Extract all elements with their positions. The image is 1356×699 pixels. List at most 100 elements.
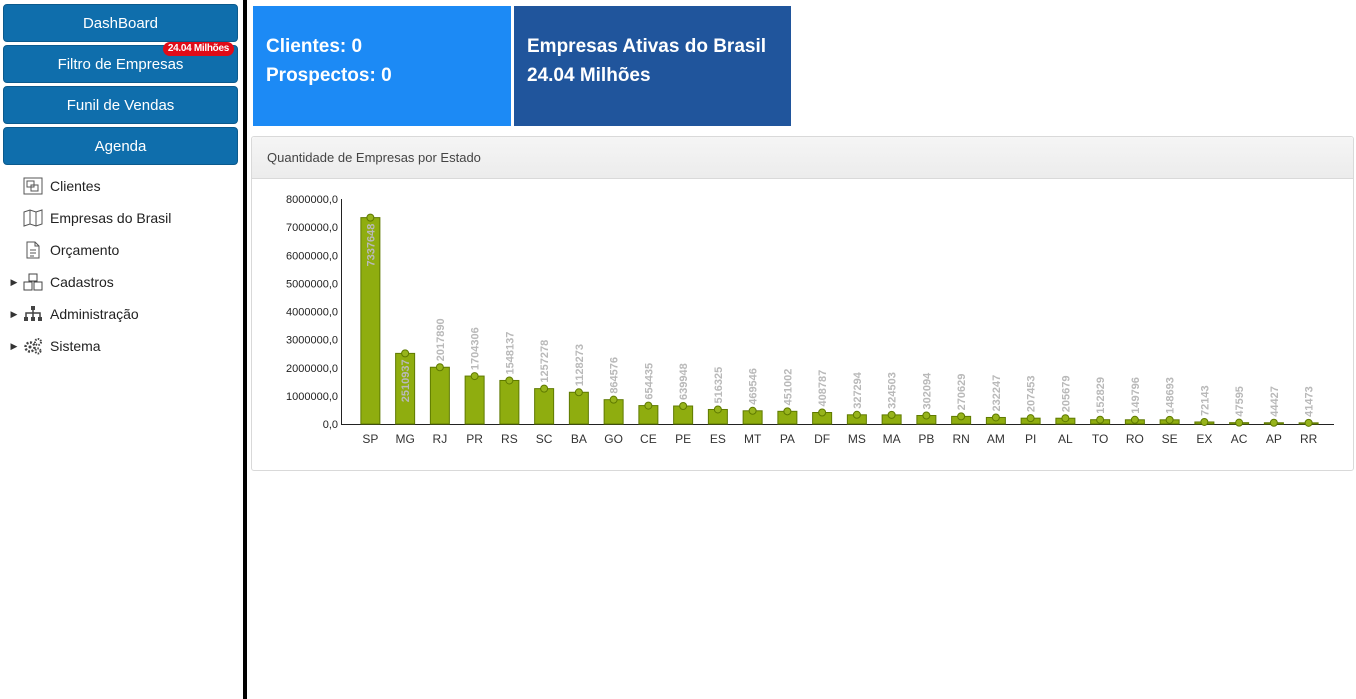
x-tick-label: PB <box>918 432 934 446</box>
x-tick-label: RJ <box>433 432 448 446</box>
dashboard-label: DashBoard <box>82 14 159 32</box>
funil-vendas-label: Funil de Vendas <box>66 96 175 114</box>
x-tick-label: PI <box>1025 432 1036 446</box>
bar-RS <box>499 379 520 425</box>
sidebar-item-sistema[interactable]: ▶ Sistema <box>0 334 238 358</box>
x-tick-label: MT <box>744 432 762 446</box>
cubes-icon <box>22 273 44 291</box>
data-label: 1704306 <box>470 327 482 370</box>
gears-icon <box>22 337 44 355</box>
data-label: 324503 <box>887 372 899 409</box>
point-PB <box>922 411 931 420</box>
x-tick-label: ES <box>710 432 726 446</box>
x-tick-label: RN <box>952 432 969 446</box>
x-tick-label: PA <box>780 432 795 446</box>
funil-vendas-button[interactable]: Funil de Vendas <box>3 86 238 124</box>
point-AC <box>1235 418 1244 427</box>
point-PR <box>470 372 479 381</box>
y-tick-label: 2000000,0 <box>286 363 338 375</box>
point-GO <box>609 395 618 404</box>
point-AM <box>991 413 1000 422</box>
x-tick-label: MS <box>848 432 866 446</box>
point-AL <box>1061 414 1070 423</box>
sidebar-item-label: Clientes <box>50 178 101 194</box>
data-label: 639948 <box>678 363 690 400</box>
y-tick-label: 4000000,0 <box>286 307 338 319</box>
x-tick-label: RR <box>1300 432 1318 446</box>
data-label: 7337648 <box>365 224 377 267</box>
chart-panel-header: Quantidade de Empresas por Estado <box>252 137 1353 179</box>
point-RN <box>957 412 966 421</box>
x-tick-label: PE <box>675 432 691 446</box>
point-PI <box>1026 414 1035 423</box>
sidebar-item-label: Orçamento <box>50 242 120 258</box>
filtro-empresas-button[interactable]: Filtro de Empresas 24.04 Milhões <box>3 42 238 83</box>
bar-BA <box>568 391 589 425</box>
data-label: 207453 <box>1026 375 1038 412</box>
data-label: 149796 <box>1130 377 1142 414</box>
data-label: 1128273 <box>574 344 586 386</box>
point-BA <box>574 388 583 397</box>
x-tick-label: BA <box>571 432 587 446</box>
y-tick-label: 7000000,0 <box>286 222 338 234</box>
sidebar-item-cadastros[interactable]: ▶ Cadastros <box>0 270 238 294</box>
data-label: 152829 <box>1095 377 1107 414</box>
sidebar-item-empresas-brasil[interactable]: Empresas do Brasil <box>0 206 238 230</box>
bar-SC <box>534 388 555 425</box>
x-tick-label: AM <box>987 432 1005 446</box>
states-bar-chart: 0,0 1000000,0 2000000,0 3000000,0 4000000,0 5… <box>286 194 1334 446</box>
y-tick-label: 5000000,0 <box>286 278 338 290</box>
data-label: 270629 <box>956 374 968 411</box>
y-tick-label: 6000000,0 <box>286 250 338 262</box>
point-CE <box>644 401 653 410</box>
empresas-ativas-card: Empresas Ativas do Brasil 24.04 Milhões <box>514 6 791 126</box>
chart-panel-title: Quantidade de Empresas por Estado <box>267 150 481 165</box>
y-tick-label: 1000000,0 <box>286 391 338 403</box>
point-SE <box>1165 415 1174 424</box>
point-ES <box>713 405 722 414</box>
data-label: 148693 <box>1165 377 1177 414</box>
data-label: 72143 <box>1199 385 1211 416</box>
sidebar-item-administracao[interactable]: ▶ Administração <box>0 302 238 326</box>
bar-PR <box>464 375 485 425</box>
sidebar: DashBoard Filtro de Empresas 24.04 Milhõ… <box>0 0 247 699</box>
point-PA <box>783 407 792 416</box>
data-label: 44427 <box>1269 386 1281 417</box>
point-MG <box>401 349 410 358</box>
sidebar-item-orcamento[interactable]: Orçamento <box>0 238 238 262</box>
data-label: 451002 <box>782 369 794 406</box>
agenda-label: Agenda <box>94 137 147 155</box>
data-label: 47595 <box>1234 386 1246 417</box>
filtro-empresas-label: Filtro de Empresas <box>57 55 184 73</box>
point-DF <box>818 408 827 417</box>
data-label: 654435 <box>643 363 655 400</box>
data-label: 516325 <box>713 367 725 404</box>
y-tick-label: 3000000,0 <box>286 335 338 347</box>
caret-right-icon: ▶ <box>10 340 18 351</box>
caret-right-icon: ▶ <box>10 308 18 319</box>
data-label: 864576 <box>609 357 621 394</box>
point-EX <box>1200 417 1209 426</box>
point-RS <box>505 376 514 385</box>
x-tick-label: TO <box>1092 432 1108 446</box>
y-tick-label: 0,0 <box>323 419 338 431</box>
empresas-ativas-title: Empresas Ativas do Brasil <box>527 36 767 57</box>
x-tick-label: SC <box>536 432 553 446</box>
agenda-button[interactable]: Agenda <box>3 127 238 165</box>
x-tick-label: SP <box>362 432 378 446</box>
dashboard-button[interactable]: DashBoard <box>3 4 238 42</box>
x-tick-label: EX <box>1196 432 1212 446</box>
point-SP <box>366 213 375 222</box>
chart-panel: Quantidade de Empresas por Estado 0,0 100… <box>251 136 1354 471</box>
x-tick-label: MA <box>883 432 901 446</box>
point-RR <box>1304 418 1313 427</box>
data-label: 408787 <box>817 370 829 407</box>
empresas-ativas-value: 24.04 Milhões <box>527 65 651 86</box>
sidebar-item-label: Empresas do Brasil <box>50 210 172 226</box>
x-tick-label: AC <box>1231 432 1248 446</box>
data-label: 232247 <box>991 375 1003 412</box>
sidebar-item-clientes[interactable]: Clientes <box>0 174 238 198</box>
data-label: 302094 <box>921 372 933 410</box>
x-tick-label: AP <box>1266 432 1282 446</box>
data-label: 469546 <box>748 368 760 405</box>
